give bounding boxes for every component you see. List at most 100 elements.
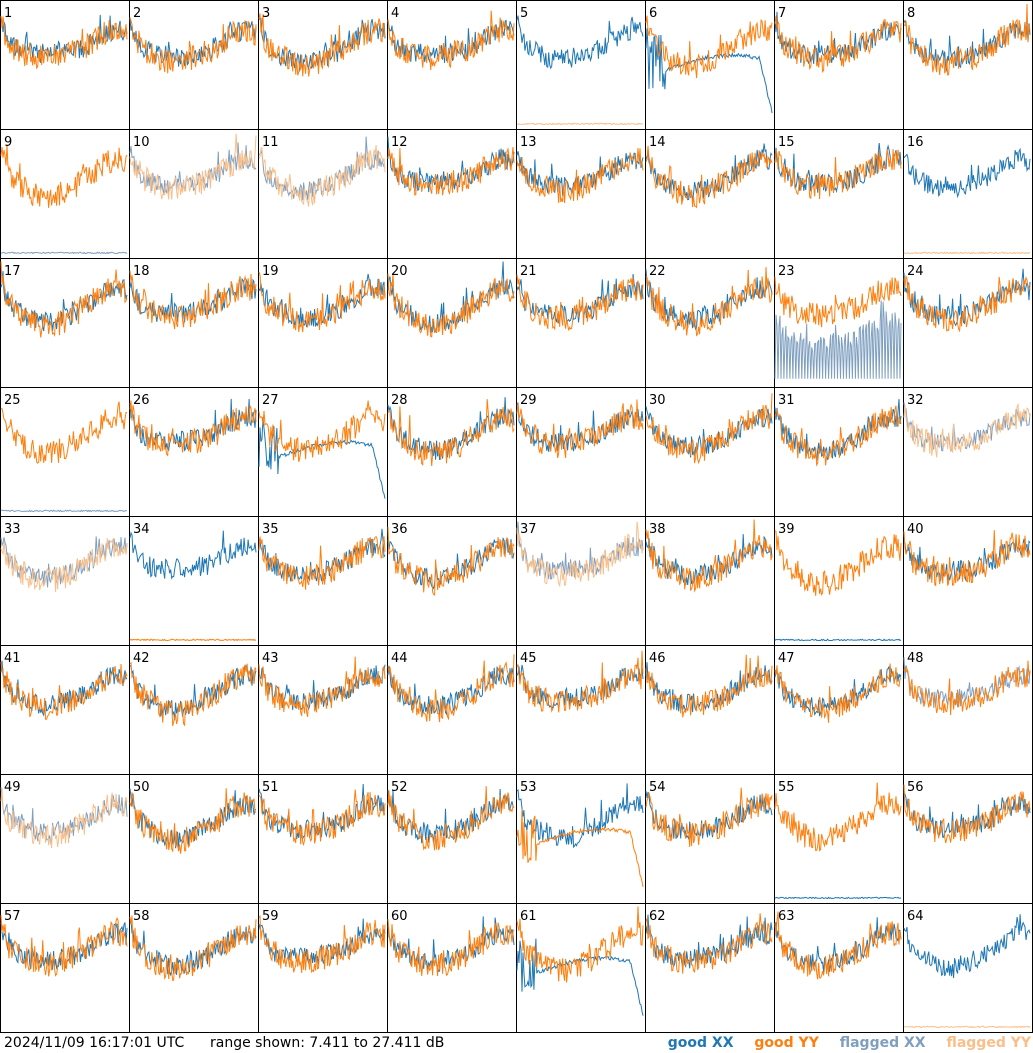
tile-label: 39 (778, 522, 795, 537)
yy-trace (903, 251, 1031, 255)
tile-frame (129, 0, 259, 130)
tile-label: 60 (391, 909, 408, 924)
yy-trace (774, 530, 902, 597)
tile-label: 9 (4, 135, 12, 150)
tile-frame (774, 129, 904, 259)
yy-trace (903, 1025, 1031, 1029)
yy-trace (129, 270, 257, 330)
tile-frame (903, 387, 1033, 517)
yy-trace (774, 276, 902, 328)
tile-frame (516, 0, 646, 130)
tile-label: 17 (4, 264, 21, 279)
tile-label: 28 (391, 393, 408, 408)
tile-label: 31 (778, 393, 795, 408)
tile-29: 29 (516, 387, 646, 517)
tile-label: 35 (262, 522, 279, 537)
tile-58: 58 (129, 903, 259, 1033)
tile-label: 16 (907, 135, 924, 150)
tile-20: 20 (387, 258, 517, 388)
tile-label: 58 (133, 909, 150, 924)
yy-trace (645, 393, 773, 465)
tile-frame (387, 774, 517, 904)
tile-label: 22 (649, 264, 666, 279)
tile-23: 23 (774, 258, 904, 388)
tile-5: 5 (516, 0, 646, 130)
tile-label: 57 (4, 909, 21, 924)
yy-trace (0, 261, 128, 338)
legend-flagged-xx: flagged XX (839, 1035, 926, 1051)
yy-trace (129, 638, 257, 642)
tile-label: 6 (649, 6, 657, 21)
tile-25: 25 (0, 387, 130, 517)
yy-trace (903, 784, 1031, 844)
xx-trace (516, 151, 644, 197)
xx-trace (258, 783, 386, 841)
yy-trace (387, 786, 515, 851)
tile-label: 56 (907, 780, 924, 795)
tile-56: 56 (903, 774, 1033, 904)
yy-trace (645, 519, 773, 593)
tile-53: 53 (516, 774, 646, 904)
tile-31: 31 (774, 387, 904, 517)
tile-64: 64 (903, 903, 1033, 1033)
timestamp: 2024/11/09 16:17:01 UTC (4, 1035, 185, 1051)
tile-3: 3 (258, 0, 388, 130)
tile-label: 51 (262, 780, 279, 795)
tile-label: 4 (391, 6, 399, 21)
tile-frame (387, 0, 517, 130)
yy-trace (774, 148, 902, 200)
tile-22: 22 (645, 258, 775, 388)
yy-trace (645, 267, 773, 337)
tile-label: 46 (649, 651, 666, 666)
range-label: range shown: 7.411 to 27.411 dB (210, 1035, 445, 1051)
tile-label: 53 (520, 780, 537, 795)
tile-36: 36 (387, 516, 517, 646)
tile-63: 63 (774, 903, 904, 1033)
tile-frame (645, 645, 775, 775)
tile-24: 24 (903, 258, 1033, 388)
tile-frame (0, 129, 130, 259)
tile-label: 47 (778, 651, 795, 666)
yy-trace (258, 789, 386, 847)
tile-21: 21 (516, 258, 646, 388)
yy-trace (774, 405, 902, 467)
yy-trace (387, 526, 515, 596)
xx-trace (516, 783, 644, 849)
xx-trace (387, 916, 515, 973)
tile-label: 18 (133, 264, 150, 279)
tile-label: 44 (391, 651, 408, 666)
tile-label: 26 (133, 393, 150, 408)
tile-frame (903, 903, 1033, 1033)
yy-trace (0, 662, 128, 720)
tile-57: 57 (0, 903, 130, 1033)
tile-label: 1 (4, 6, 12, 21)
yy-trace (129, 661, 257, 727)
xx-trace (774, 638, 902, 642)
tile-59: 59 (258, 903, 388, 1033)
tile-18: 18 (129, 258, 259, 388)
yy-trace (387, 146, 515, 196)
tile-14: 14 (645, 129, 775, 259)
tile-label: 62 (649, 909, 666, 924)
tile-38: 38 (645, 516, 775, 646)
tile-17: 17 (0, 258, 130, 388)
yy-trace (258, 271, 386, 333)
yy-trace (904, 3, 1031, 76)
tile-45: 45 (516, 645, 646, 775)
tile-label: 7 (778, 6, 786, 21)
tile-26: 26 (129, 387, 259, 517)
tile-label: 54 (649, 780, 666, 795)
xx-trace (129, 788, 256, 849)
tile-9: 9 (0, 129, 130, 259)
tile-frame (645, 903, 775, 1033)
xx-trace (258, 664, 386, 712)
tile-frame (0, 387, 130, 517)
tile-35: 35 (258, 516, 388, 646)
tile-44: 44 (387, 645, 517, 775)
tile-frame (258, 774, 388, 904)
yy-trace (129, 915, 257, 982)
yy-trace (645, 913, 773, 974)
tile-label: 33 (4, 522, 21, 537)
tile-15: 15 (774, 129, 904, 259)
yy-trace (129, 788, 257, 854)
